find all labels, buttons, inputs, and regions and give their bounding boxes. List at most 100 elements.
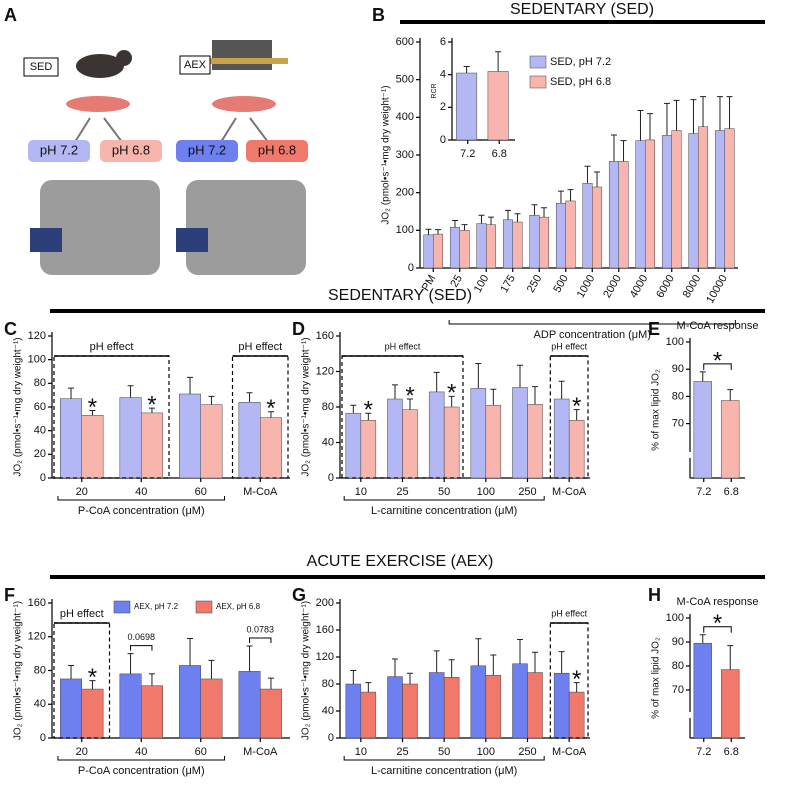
- error-bar: [267, 411, 274, 418]
- bar: [568, 420, 585, 479]
- p-value: 0.0698: [127, 632, 155, 642]
- error-bar: [246, 392, 253, 403]
- y-tick-label: 120: [28, 330, 46, 342]
- error-bar: [700, 96, 707, 127]
- bar: [635, 140, 646, 269]
- y-tick-label: 80: [322, 678, 334, 690]
- panel-letter: H: [648, 585, 661, 605]
- x-tick-label: 7.2: [696, 746, 711, 758]
- error-bar: [475, 638, 482, 666]
- panel-letter: A: [4, 5, 17, 25]
- bar: [527, 672, 543, 739]
- legend-swatch: [529, 55, 547, 69]
- x-tick-label: 1000: [575, 273, 598, 300]
- x-tick-label: 20: [76, 746, 88, 758]
- error-bar: [127, 385, 134, 398]
- y-tick-label: 60: [34, 401, 46, 413]
- bar: [645, 139, 656, 269]
- error-bar: [663, 102, 670, 136]
- error-bar: [407, 398, 413, 410]
- significance-star: *: [572, 666, 581, 693]
- bar: [433, 233, 444, 269]
- x-tick-label: 10: [355, 746, 367, 758]
- y-tick-label: 80: [34, 377, 46, 389]
- error-bar: [365, 412, 372, 421]
- bar: [485, 404, 502, 479]
- bar: [486, 224, 497, 269]
- p-bracket: [130, 645, 153, 651]
- significance-star: *: [447, 380, 456, 407]
- bar: [527, 404, 543, 479]
- error-bar: [726, 96, 733, 129]
- legend-label: AEX, pH 6.8: [216, 602, 261, 611]
- instrument-part: [176, 228, 208, 252]
- y-tick-label: 70: [672, 684, 684, 696]
- bar: [60, 678, 83, 739]
- error-bar: [558, 651, 565, 674]
- error-bar: [68, 664, 75, 679]
- x-tick-label: 40: [135, 486, 147, 498]
- error-bar: [463, 66, 470, 74]
- error-bar: [187, 376, 194, 394]
- error-bar: [350, 404, 357, 414]
- bar: [502, 219, 513, 269]
- bar: [470, 388, 487, 479]
- error-bar: [514, 213, 521, 223]
- x-tick-label: M-CoA: [243, 746, 278, 758]
- error-bar: [461, 224, 468, 231]
- y-tick-label: 120: [316, 365, 334, 377]
- error-bar: [573, 682, 580, 693]
- y-tick-label: 160: [316, 330, 334, 342]
- section-header: ACUTE EXERCISE (AEX): [307, 553, 494, 570]
- mouse-head: [116, 50, 132, 66]
- effect-label: pH effect: [551, 608, 587, 618]
- x-tick-label: 60: [195, 746, 207, 758]
- x-bracket: [343, 496, 545, 501]
- y-tick-label: 40: [34, 425, 46, 437]
- x-axis-label: L-carnitine concentration (μM): [371, 765, 517, 777]
- bar: [141, 412, 163, 479]
- bar: [688, 133, 699, 269]
- effect-label: pH effect: [60, 608, 104, 620]
- x-tick-label: 25: [396, 486, 408, 498]
- x-tick-label: 8000: [681, 273, 704, 300]
- error-bar: [647, 113, 654, 140]
- error-bar: [433, 371, 440, 392]
- effect-box: [231, 355, 289, 479]
- bar: [476, 223, 487, 269]
- bar: [345, 683, 362, 739]
- x-bracket: [57, 496, 226, 501]
- x-axis-label: ADP concentration (μM): [534, 329, 651, 341]
- bar: [721, 669, 740, 739]
- x-tick-label: 250: [518, 486, 536, 498]
- x-tick-label: 20: [76, 486, 88, 498]
- bar: [485, 674, 502, 739]
- x-tick-label: M-CoA: [552, 746, 587, 758]
- bar: [238, 402, 261, 479]
- bar: [553, 398, 570, 479]
- bar: [200, 404, 223, 479]
- bar: [60, 398, 83, 479]
- panel-letter: B: [372, 5, 385, 25]
- error-bar: [365, 682, 372, 693]
- x-tick-label: 25: [448, 273, 465, 290]
- error-bar: [532, 386, 538, 405]
- error-bar: [531, 204, 538, 216]
- significance-star: *: [266, 395, 275, 422]
- y-tick-label: 200: [396, 187, 414, 199]
- panel-letter: F: [4, 585, 15, 605]
- y-tick-label: 300: [396, 149, 414, 161]
- y-tick-label: 90: [672, 363, 684, 375]
- p-bracket: [249, 637, 272, 644]
- effect-box: [53, 622, 111, 739]
- error-bar: [407, 672, 413, 684]
- error-bar: [187, 637, 194, 666]
- x-bracket: [448, 320, 736, 325]
- x-tick-label: 7.2: [696, 486, 711, 498]
- bar: [200, 678, 223, 739]
- bar: [238, 671, 261, 739]
- y-tick-label: 500: [396, 74, 414, 86]
- y-tick-label: 0: [408, 262, 414, 274]
- p-value: 0.0783: [246, 624, 274, 634]
- error-bar: [127, 653, 134, 674]
